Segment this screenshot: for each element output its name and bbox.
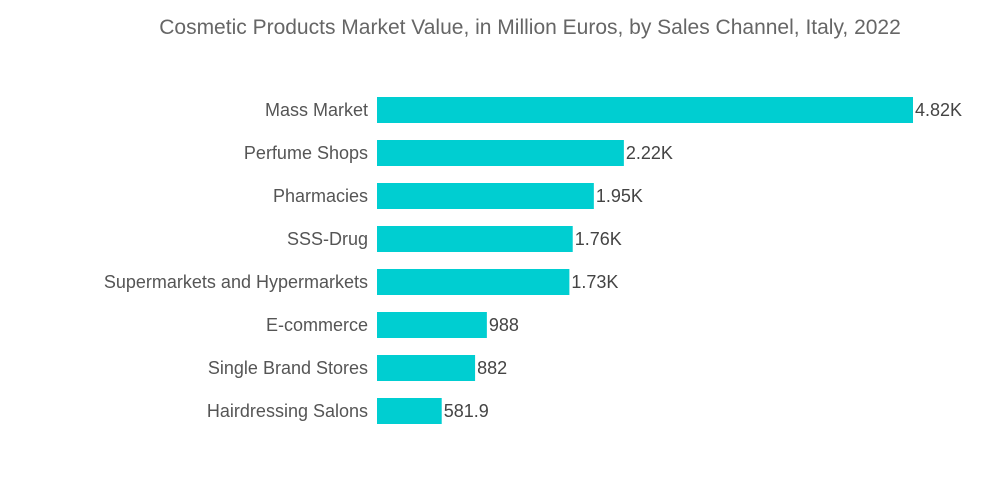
category-label: Perfume Shops bbox=[244, 143, 368, 163]
bar bbox=[377, 312, 487, 338]
bar bbox=[377, 183, 594, 209]
category-label: Mass Market bbox=[265, 100, 368, 120]
bar bbox=[377, 398, 442, 424]
category-label: Hairdressing Salons bbox=[207, 401, 368, 421]
data-label: 882 bbox=[477, 358, 507, 378]
category-label: SSS-Drug bbox=[287, 229, 368, 249]
bar bbox=[377, 226, 573, 252]
category-label: Supermarkets and Hypermarkets bbox=[104, 272, 368, 292]
data-label: 988 bbox=[489, 315, 519, 335]
bar bbox=[377, 140, 624, 166]
data-label: 1.95K bbox=[596, 186, 643, 206]
chart-title: Cosmetic Products Market Value, in Milli… bbox=[159, 16, 901, 39]
data-label: 581.9 bbox=[444, 401, 489, 421]
category-label: Pharmacies bbox=[273, 186, 368, 206]
data-label: 1.73K bbox=[571, 272, 618, 292]
bar bbox=[377, 355, 476, 381]
category-label: E-commerce bbox=[266, 315, 368, 335]
data-label: 1.76K bbox=[575, 229, 622, 249]
category-label: Single Brand Stores bbox=[208, 358, 368, 378]
data-label: 4.82K bbox=[915, 100, 962, 120]
bar bbox=[377, 97, 913, 123]
data-label: 2.22K bbox=[626, 143, 673, 163]
bar bbox=[377, 269, 570, 295]
